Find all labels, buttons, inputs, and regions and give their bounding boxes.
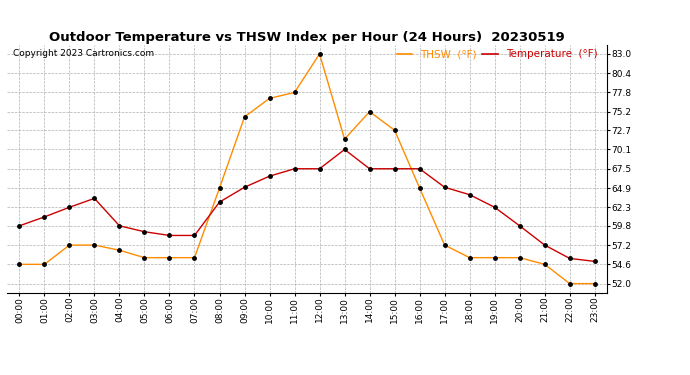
Legend: THSW  (°F), Temperature  (°F): THSW (°F), Temperature (°F)	[393, 45, 602, 64]
Title: Outdoor Temperature vs THSW Index per Hour (24 Hours)  20230519: Outdoor Temperature vs THSW Index per Ho…	[49, 31, 565, 44]
Text: Copyright 2023 Cartronics.com: Copyright 2023 Cartronics.com	[13, 49, 154, 58]
